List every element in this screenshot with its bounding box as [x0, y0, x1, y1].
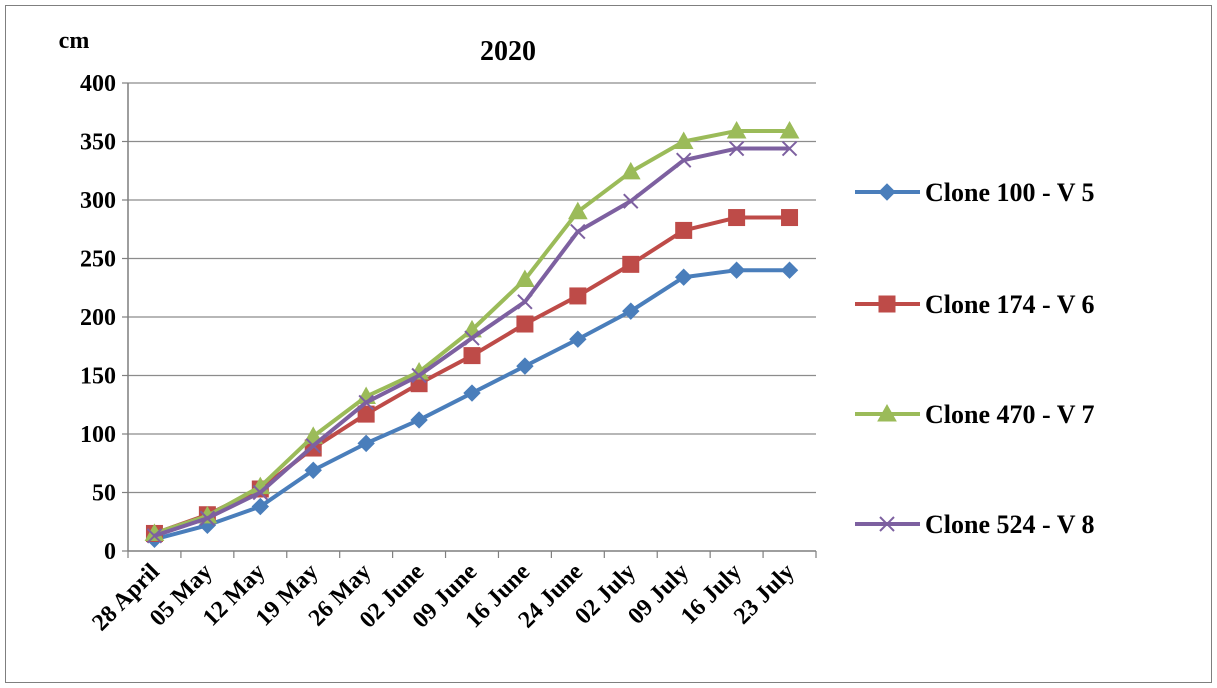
- data-point: [622, 302, 640, 320]
- data-point: [675, 221, 693, 239]
- data-point: [357, 434, 375, 453]
- data-point: [516, 315, 534, 333]
- legend-marker: [877, 403, 897, 422]
- y-tick-label: 200: [80, 305, 116, 331]
- data-point: [728, 140, 745, 157]
- data-point: [780, 261, 799, 279]
- data-point: [726, 120, 747, 139]
- data-point: [728, 209, 746, 227]
- y-tick-label: 50: [92, 481, 116, 507]
- legend-label: Clone 174 - V 6: [925, 290, 1095, 319]
- series-4: [146, 140, 798, 544]
- data-point: [569, 287, 587, 305]
- data-point: [146, 528, 163, 544]
- data-point: [410, 411, 428, 429]
- legend-label: Clone 470 - V 7: [925, 400, 1095, 429]
- chart-title: 2020: [480, 36, 536, 67]
- legend-marker: [878, 183, 896, 201]
- y-tick-label: 350: [80, 130, 116, 156]
- data-point: [570, 223, 586, 240]
- data-point: [673, 131, 694, 149]
- data-point: [781, 140, 798, 157]
- y-tick-label: 400: [80, 71, 116, 97]
- legend: Clone 100 - V 5 Clone 174 - V 6 Clone 470 …: [855, 178, 1095, 539]
- series-lines: [144, 120, 800, 549]
- axes: [122, 82, 817, 558]
- legend-marker: [878, 295, 896, 313]
- data-point: [781, 209, 799, 227]
- data-point: [620, 161, 641, 180]
- data-point: [623, 193, 639, 209]
- y-axis-label: cm: [59, 28, 90, 54]
- legend-label: Clone 100 - V 5: [925, 178, 1095, 207]
- data-point: [357, 405, 375, 423]
- data-point: [779, 120, 800, 139]
- data-point: [675, 152, 692, 168]
- data-point: [674, 268, 693, 286]
- data-point: [251, 497, 270, 516]
- y-tick-labels: 0 50 100 150 200 250 300 350 400: [80, 71, 116, 565]
- y-tick-label: 100: [80, 422, 116, 448]
- data-point: [517, 294, 533, 310]
- data-point: [622, 255, 640, 273]
- data-point: [304, 461, 322, 479]
- legend-label: Clone 524 - V 8: [925, 510, 1095, 539]
- gridlines: [128, 82, 816, 494]
- data-point: [199, 510, 216, 526]
- data-point: [727, 261, 746, 279]
- data-point: [516, 357, 534, 375]
- data-point: [464, 330, 480, 346]
- data-point: [567, 201, 588, 220]
- y-tick-label: 150: [80, 364, 116, 390]
- data-point: [463, 347, 481, 365]
- y-tick-label: 0: [104, 539, 116, 565]
- data-point: [252, 484, 269, 501]
- y-tick-label: 250: [80, 247, 116, 273]
- data-point: [463, 384, 481, 402]
- legend-item: Clone 174 - V 6: [855, 290, 1095, 319]
- data-point: [569, 330, 587, 348]
- data-point: [515, 269, 535, 288]
- chart-border: [5, 5, 1212, 683]
- data-point: [358, 394, 374, 411]
- legend-item: Clone 470 - V 7: [855, 400, 1095, 429]
- legend-item: Clone 100 - V 5: [855, 178, 1095, 207]
- y-tick-label: 300: [80, 188, 116, 214]
- data-point: [305, 437, 321, 454]
- legend-marker: [879, 516, 895, 532]
- legend-item: Clone 524 - V 8: [855, 510, 1095, 539]
- data-point: [411, 367, 427, 384]
